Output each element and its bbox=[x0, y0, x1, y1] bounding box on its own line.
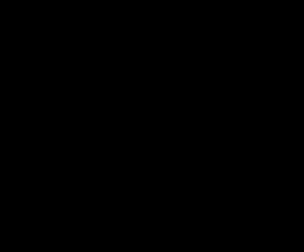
Text: TERMINAL IDENTIFICATION: TERMINAL IDENTIFICATION bbox=[8, 7, 230, 22]
